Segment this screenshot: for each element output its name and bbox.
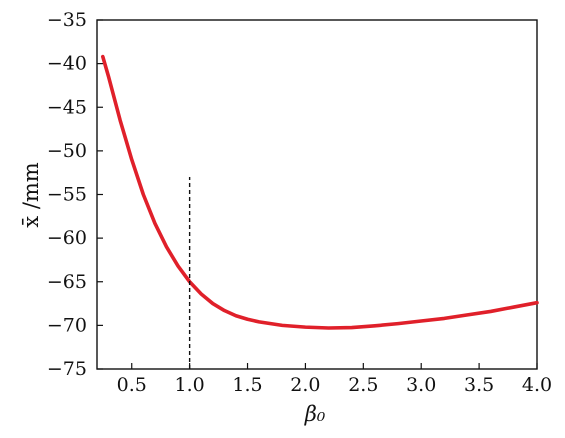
y-tick-label: −70: [47, 314, 87, 336]
y-tick-label: −50: [47, 140, 87, 162]
axis-ticks: 0.5 1.0 1.5 2.0 2.5 3.0 3.5 4.0 −35 −40 −45 −50 −55 −…: [47, 9, 552, 396]
y-tick-label: −45: [47, 96, 87, 118]
y-tick-label: −40: [47, 53, 87, 75]
y-tick-label: −55: [47, 184, 87, 206]
y-tick-label: −60: [47, 227, 87, 249]
y-tick-label: −35: [47, 9, 87, 31]
x-tick-label: 3.0: [406, 374, 436, 396]
x-tick-label: 0.5: [117, 374, 147, 396]
series-line-1: [100, 54, 539, 330]
x-tick-label: 2.5: [348, 374, 378, 396]
x-tick-label: 1.0: [175, 374, 205, 396]
plot-frame: [96, 19, 538, 370]
x-tick-label: 4.0: [522, 374, 552, 396]
x-tick-label: 1.5: [232, 374, 262, 396]
x-axis-label: β₀: [304, 402, 326, 426]
y-tick-label: −75: [47, 358, 87, 380]
x-tick-label: 2.0: [290, 374, 320, 396]
series-marks: [100, 54, 539, 369]
y-axis-label: x̄ /mm: [19, 162, 43, 228]
x-tick-label: 3.5: [464, 374, 494, 396]
y-tick-label: −65: [47, 271, 87, 293]
